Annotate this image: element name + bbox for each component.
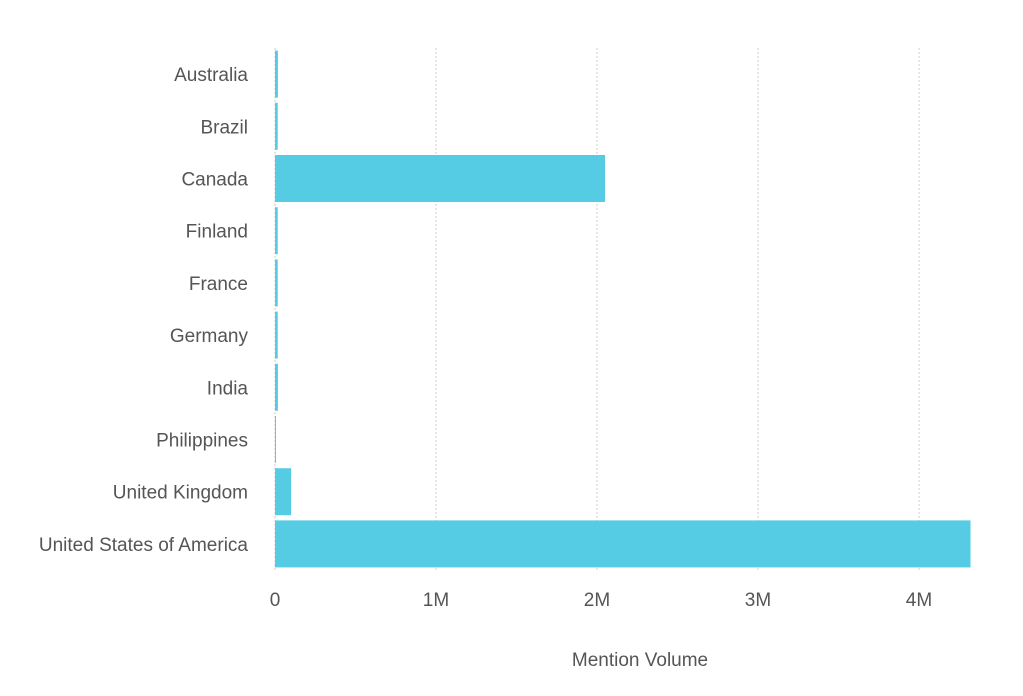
category-label: France [189, 274, 248, 295]
category-label: Germany [170, 326, 249, 347]
x-tick-labels: 0 1M 2M 3M 4M [270, 590, 932, 611]
grid-lines [274, 48, 920, 570]
category-label: Canada [181, 170, 248, 191]
category-label: Philippines [156, 431, 248, 452]
x-tick-label: 1M [423, 590, 449, 611]
x-tick-label: 4M [906, 590, 932, 611]
x-tick-label: 0 [270, 590, 281, 611]
bar-united-kingdom[interactable] [275, 468, 292, 516]
bar-canada[interactable] [275, 155, 606, 202]
bar-philippines[interactable] [275, 416, 276, 463]
category-labels: Australia Brazil Canada Finland France German… [39, 65, 249, 556]
bar-india[interactable] [275, 363, 278, 411]
x-tick-label: 2M [584, 590, 610, 611]
category-label: India [207, 378, 249, 399]
bar-australia[interactable] [275, 50, 278, 98]
x-tick-label: 3M [745, 590, 771, 611]
bars [275, 50, 971, 568]
bar-united-states-of-america[interactable] [275, 520, 971, 568]
bar-finland[interactable] [275, 207, 278, 255]
category-label: Australia [174, 65, 248, 86]
category-label: United Kingdom [113, 483, 248, 504]
bar-brazil[interactable] [275, 102, 278, 150]
category-label: United States of America [39, 535, 249, 556]
category-label: Brazil [200, 117, 248, 138]
bar-germany[interactable] [275, 311, 278, 359]
x-axis-label: Mention Volume [572, 650, 708, 671]
category-label: Finland [186, 222, 248, 243]
bar-france[interactable] [275, 259, 278, 307]
